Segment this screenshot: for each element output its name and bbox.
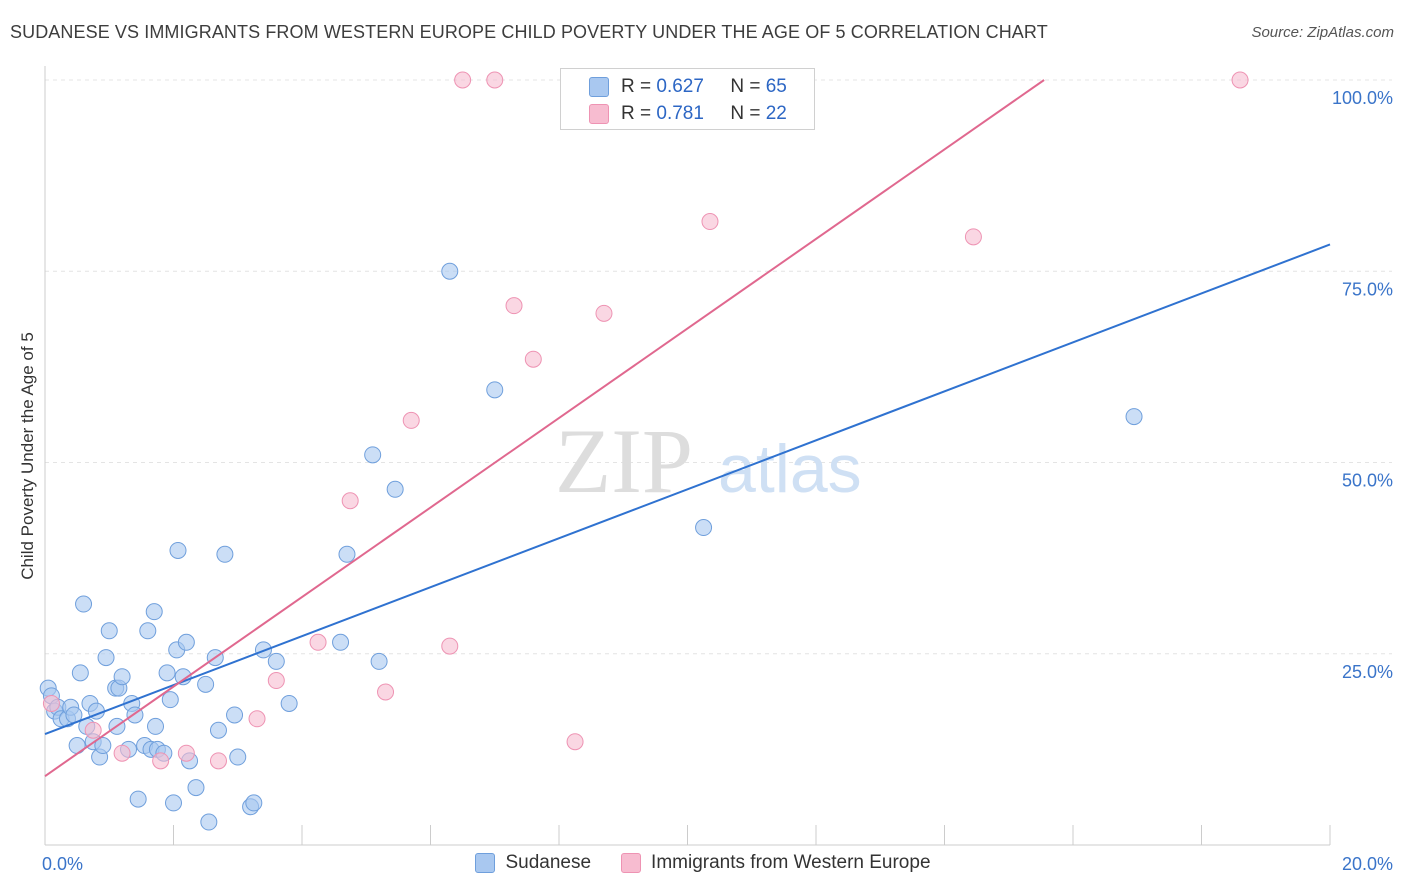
stats-row-western-europe: R = 0.781 N = 22 bbox=[589, 102, 787, 126]
x-tick-label: 0.0% bbox=[42, 854, 83, 874]
r-value: 0.627 bbox=[656, 76, 704, 97]
series-legend: Sudanese Immigrants from Western Europe bbox=[0, 852, 1406, 874]
n-label: N = bbox=[730, 76, 761, 97]
point-sudanese bbox=[158, 664, 176, 682]
point-sudanese bbox=[68, 737, 86, 755]
point-sudanese bbox=[161, 691, 179, 709]
trend-line-western-europe bbox=[44, 79, 1045, 777]
point-sudanese bbox=[280, 694, 298, 712]
point-sudanese bbox=[209, 721, 227, 739]
point-western-europe bbox=[152, 752, 170, 770]
legend-item-western-europe[interactable]: Immigrants from Western Europe bbox=[621, 852, 931, 874]
point-sudanese bbox=[94, 737, 112, 755]
point-western-europe bbox=[42, 694, 60, 712]
point-sudanese bbox=[441, 262, 459, 280]
point-western-europe bbox=[1231, 71, 1249, 89]
point-sudanese bbox=[75, 595, 93, 613]
point-western-europe bbox=[566, 733, 584, 751]
stats-legend: R = 0.627 N = 65 R = 0.781 N = 22 bbox=[560, 68, 815, 130]
legend-item-sudanese[interactable]: Sudanese bbox=[475, 852, 591, 874]
legend-label-sudanese: Sudanese bbox=[505, 852, 592, 873]
trend-layer bbox=[44, 79, 1331, 777]
point-sudanese bbox=[147, 717, 165, 735]
point-western-europe bbox=[595, 304, 613, 322]
point-western-europe bbox=[701, 213, 719, 231]
point-sudanese bbox=[338, 545, 356, 563]
r-value: 0.781 bbox=[656, 103, 704, 124]
point-sudanese bbox=[216, 545, 234, 563]
point-sudanese bbox=[145, 603, 163, 621]
stats-row-sudanese-text: R = 0.627 N = 65 bbox=[621, 76, 787, 98]
point-western-europe bbox=[964, 228, 982, 246]
stats-row-western-europe-text: R = 0.781 N = 22 bbox=[621, 103, 787, 125]
stats-row-sudanese: R = 0.627 N = 65 bbox=[589, 75, 787, 99]
watermark-zip: ZIP bbox=[555, 410, 693, 512]
tick-label-layer: 25.0% 50.0% 75.0% 100.0% 0.0% 20.0% bbox=[42, 88, 1393, 874]
point-sudanese bbox=[100, 622, 118, 640]
point-western-europe bbox=[505, 297, 523, 315]
point-western-europe bbox=[248, 710, 266, 728]
point-sudanese bbox=[229, 748, 247, 766]
sudanese-swatch bbox=[589, 77, 609, 97]
point-sudanese bbox=[71, 664, 89, 682]
point-sudanese bbox=[386, 480, 404, 498]
chart-title: SUDANESE VS IMMIGRANTS FROM WESTERN EURO… bbox=[10, 22, 1048, 42]
point-western-europe bbox=[377, 683, 395, 701]
point-sudanese bbox=[197, 675, 215, 693]
point-western-europe bbox=[309, 633, 327, 651]
y-tick-label: 100.0% bbox=[1332, 88, 1393, 108]
point-sudanese bbox=[200, 813, 218, 831]
point-western-europe bbox=[454, 71, 472, 89]
point-sudanese bbox=[1125, 408, 1143, 426]
point-sudanese bbox=[129, 790, 147, 808]
point-sudanese bbox=[139, 622, 157, 640]
point-western-europe bbox=[113, 744, 131, 762]
point-western-europe bbox=[209, 752, 227, 770]
point-sudanese bbox=[187, 779, 205, 797]
point-sudanese bbox=[267, 652, 285, 670]
r-label: R = bbox=[621, 76, 652, 97]
point-western-europe bbox=[402, 411, 420, 429]
axis-layer bbox=[44, 66, 1331, 846]
x-tick-label: 20.0% bbox=[1342, 854, 1393, 874]
point-sudanese bbox=[364, 446, 382, 464]
point-sudanese bbox=[486, 381, 504, 399]
western-europe-swatch bbox=[589, 104, 609, 124]
point-sudanese bbox=[332, 633, 350, 651]
point-sudanese bbox=[695, 519, 713, 537]
y-tick-label: 25.0% bbox=[1342, 662, 1393, 682]
point-sudanese bbox=[370, 652, 388, 670]
point-sudanese bbox=[97, 649, 115, 667]
y-axis-label: Child Poverty Under the Age of 5 bbox=[18, 332, 37, 580]
point-western-europe bbox=[341, 492, 359, 510]
y-tick-label: 75.0% bbox=[1342, 279, 1393, 299]
point-western-europe bbox=[84, 721, 102, 739]
point-sudanese bbox=[113, 668, 131, 686]
trend-line-sudanese bbox=[44, 243, 1331, 736]
sudanese-swatch bbox=[475, 853, 496, 873]
source-label: Source: ZipAtlas.com bbox=[1251, 24, 1394, 41]
point-western-europe bbox=[267, 672, 285, 690]
point-sudanese bbox=[226, 706, 244, 724]
r-label: R = bbox=[621, 103, 652, 124]
grid-layer bbox=[45, 79, 1392, 655]
n-label: N = bbox=[730, 103, 761, 124]
point-western-europe bbox=[524, 350, 542, 368]
y-tick-label: 50.0% bbox=[1342, 471, 1393, 491]
point-western-europe bbox=[441, 637, 459, 655]
point-western-europe bbox=[486, 71, 504, 89]
western-europe-swatch bbox=[621, 853, 642, 873]
point-sudanese bbox=[169, 541, 187, 559]
legend-label-western-europe: Immigrants from Western Europe bbox=[651, 852, 931, 873]
point-sudanese bbox=[245, 794, 263, 812]
point-layer bbox=[39, 71, 1249, 831]
watermark: ZIP atlas bbox=[555, 410, 862, 512]
n-value: 65 bbox=[765, 76, 787, 97]
n-value: 22 bbox=[765, 103, 787, 124]
point-sudanese bbox=[165, 794, 182, 812]
point-western-europe bbox=[177, 744, 195, 762]
point-sudanese bbox=[177, 633, 195, 651]
